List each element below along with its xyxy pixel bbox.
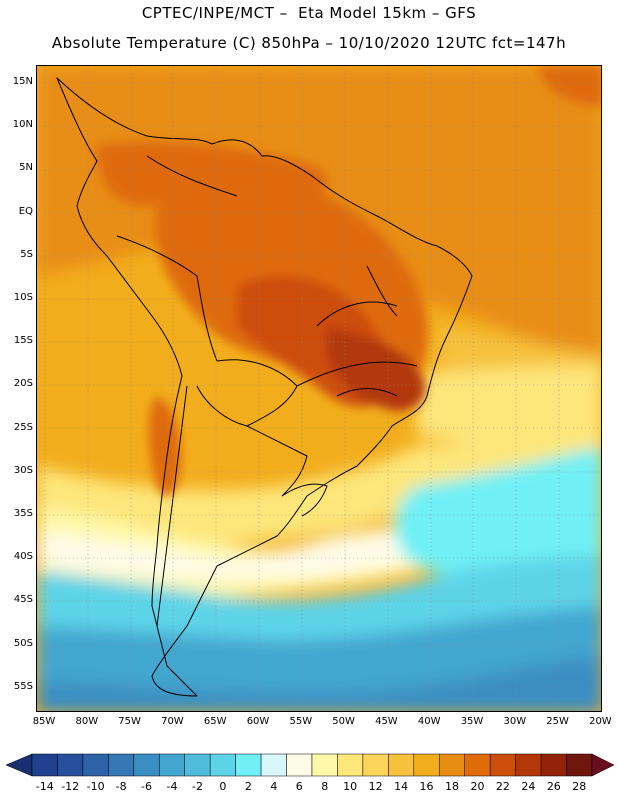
lat-label: 55S <box>13 680 33 692</box>
colorbar-under-arrow <box>5 753 33 777</box>
colorbar-swatch <box>540 753 567 777</box>
lat-label: 15N <box>12 76 33 87</box>
colorbar-swatch <box>413 753 440 777</box>
lon-label: 75W <box>118 716 141 727</box>
lat-label: 20S <box>13 378 33 390</box>
colorbar-label: 2 <box>244 780 252 793</box>
colorbar-swatch <box>337 753 364 777</box>
colorbar <box>5 753 615 777</box>
colorbar-label: 10 <box>343 780 358 793</box>
coldest-region-south <box>37 656 601 711</box>
lon-label: 30W <box>503 716 527 727</box>
chart-subtitle: Absolute Temperature (C) 850hPa – 10/10/… <box>51 34 567 52</box>
temperature-map <box>37 66 601 711</box>
lon-label: 45W <box>375 716 398 727</box>
lat-label: 25S <box>13 421 33 433</box>
border-colombia-venezuela <box>146 155 238 197</box>
lon-label: 60W <box>246 716 270 727</box>
warm-northeast-corner <box>537 66 601 106</box>
coastlines <box>56 77 473 697</box>
border-brazil-interior <box>296 361 418 387</box>
border-argentina-chile <box>156 385 188 627</box>
lat-label: EQ <box>18 205 33 217</box>
colorbar-label: 18 <box>445 780 459 793</box>
colorbar-swatch <box>159 753 185 777</box>
lon-label: 80W <box>75 716 99 727</box>
lon-label: 40W <box>417 716 441 727</box>
colorbar-label: 6 <box>295 780 303 793</box>
band-6C-south <box>37 496 601 581</box>
lon-label: 20W <box>589 716 612 727</box>
colorbar-swatch <box>184 753 211 777</box>
colorbar-label: 14 <box>394 780 409 793</box>
colorbar-label: -6 <box>141 780 153 793</box>
colorbar-swatch <box>235 753 262 777</box>
colorbar-swatch <box>209 753 236 777</box>
colorbar-label: 12 <box>368 780 383 793</box>
lat-label: 10S <box>13 292 33 303</box>
colorbar-swatch <box>388 753 415 777</box>
colorbar-label: -8 <box>115 780 127 793</box>
colorbar-swatch <box>260 753 287 777</box>
lat-label: 50S <box>13 637 33 649</box>
lon-label: 55W <box>289 716 313 727</box>
band-10C-south <box>37 431 601 547</box>
colorbar-swatch <box>286 753 313 777</box>
colorbar-swatch <box>108 753 135 777</box>
colorbar-swatch <box>362 753 389 777</box>
colorbar-swatch <box>311 753 338 777</box>
lat-label: 45S <box>13 594 33 606</box>
lat-label: 10N <box>12 119 33 131</box>
colorbar-swatch <box>57 753 84 777</box>
colorbar-swatch <box>439 753 465 777</box>
colorbar-label: 24 <box>521 780 536 793</box>
lon-label: 50W <box>332 716 355 727</box>
colorbar-label: 20 <box>470 780 485 793</box>
lat-label: 40S <box>13 551 33 563</box>
colorbar-label: 0 <box>219 780 227 793</box>
colorbar-swatch <box>31 753 58 777</box>
cold-ocean-east <box>394 446 601 581</box>
colorbar-swatch <box>489 753 516 777</box>
lat-label: 15S <box>13 335 33 347</box>
colorbar-label: 28 <box>572 780 587 793</box>
colorbar-swatch <box>515 753 542 777</box>
colorbar-swatch <box>82 753 109 777</box>
colorbar-label: -10 <box>86 780 105 793</box>
lon-label: 70W <box>161 716 184 727</box>
border-bolivia <box>196 359 298 427</box>
colorbar-swatch <box>566 753 593 777</box>
lat-label: 35S <box>13 508 33 519</box>
border-brazil-states <box>316 265 398 397</box>
lat-label: 5S <box>20 248 33 260</box>
colorbar-swatch <box>464 753 491 777</box>
colorbar-label: 22 <box>495 780 510 793</box>
colorbar-label: -2 <box>191 780 203 793</box>
lon-label: 85W <box>32 716 56 727</box>
colorbar-label: 4 <box>270 780 278 793</box>
lon-label: 65W <box>203 716 227 727</box>
border-paraguay <box>246 425 308 497</box>
border-colombia-peru <box>116 235 198 277</box>
map-panel <box>36 65 602 712</box>
hot-core-southeast <box>327 326 426 411</box>
colorbar-label: 16 <box>419 780 434 793</box>
border-peru-brazil <box>196 275 218 362</box>
colorbar-label: -14 <box>35 780 54 793</box>
band-12C-east <box>417 366 601 444</box>
colorbar-swatch <box>133 753 160 777</box>
colorbar-label: 8 <box>321 780 329 793</box>
lon-label: 35W <box>460 716 484 727</box>
colorbar-over-arrow <box>591 753 615 777</box>
lat-label: 5N <box>19 162 33 174</box>
colorbar-label: 26 <box>546 780 561 793</box>
chart-title: CPTEC/INPE/MCT – Eta Model 15km – GFS <box>141 4 477 22</box>
continent-outline <box>56 77 473 697</box>
lat-label: 30S <box>13 464 33 476</box>
colorbar-label: -12 <box>61 780 80 793</box>
warm-north <box>97 141 328 206</box>
border-uruguay <box>281 483 328 517</box>
colorbar-label: -4 <box>166 780 178 793</box>
lon-label: 25W <box>546 716 569 727</box>
